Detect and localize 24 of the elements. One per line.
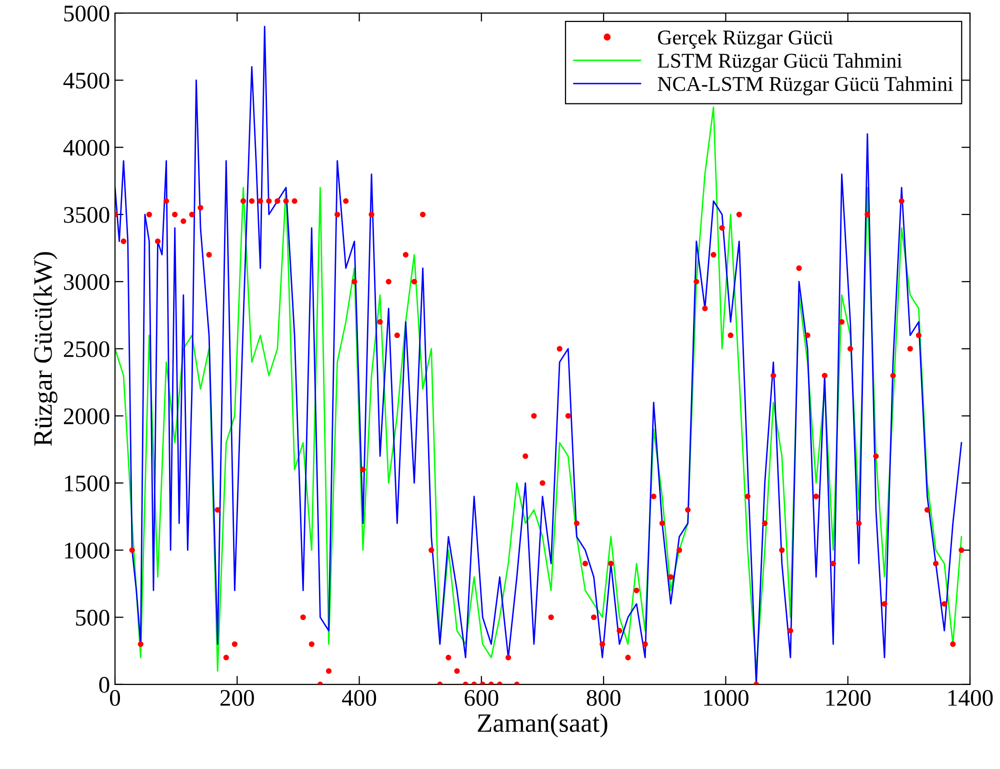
y-tick-label: 1000 <box>64 542 110 559</box>
y-tick-label: 1500 <box>64 476 110 492</box>
x-tick-label: 1400 <box>948 690 993 706</box>
x-tick-label: 1200 <box>826 690 871 706</box>
y-tick-label: 3500 <box>64 206 110 223</box>
y-tick-label: 4000 <box>63 140 110 156</box>
y-tick-label: 4500 <box>63 72 110 89</box>
y-tick-label: 3000 <box>64 274 110 290</box>
x-tick-label: 200 <box>220 690 254 706</box>
legend-label: LSTM Rüzgar Gücü Tahmini <box>658 53 902 72</box>
y-tick-label: 5000 <box>64 6 110 22</box>
legend-label: NCA-LSTM Rüzgar Gücü Tahmini <box>658 76 953 96</box>
x-tick-label: 600 <box>464 690 498 706</box>
x-tick-label: 1000 <box>704 690 748 706</box>
y-tick-label: 500 <box>76 610 110 626</box>
y-axis-title: Rüzgar Gücü(kW) <box>33 252 58 446</box>
x-tick-label: 400 <box>342 690 376 706</box>
y-tick-label: 0 <box>99 676 110 693</box>
x-axis-title: Zaman(saat) <box>478 713 608 738</box>
y-tick-label: 2500 <box>64 341 110 358</box>
x-tick-label: 0 <box>110 690 120 706</box>
y-tick-label: 2000 <box>64 408 110 424</box>
legend-label: Gerçek Rüzgar Gücü <box>658 30 833 49</box>
x-tick-label: 800 <box>586 690 620 706</box>
